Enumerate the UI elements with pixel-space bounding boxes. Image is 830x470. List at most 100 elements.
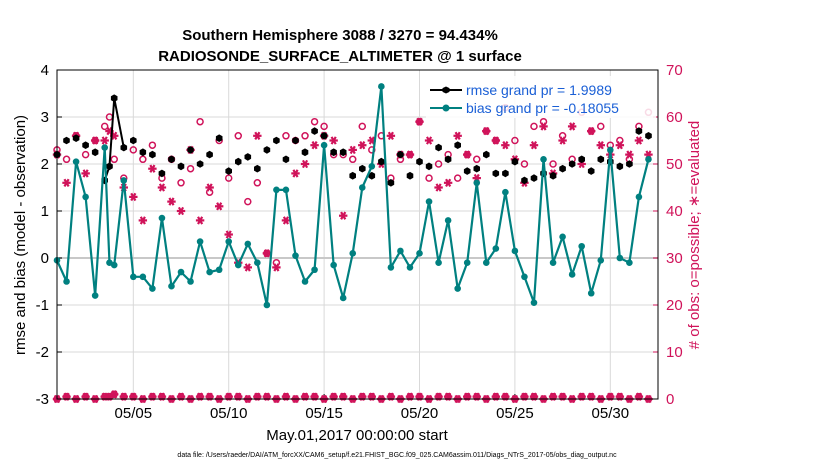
evaluated-count-marker — [138, 216, 148, 225]
possible-count-marker — [234, 132, 243, 140]
possible-count-marker — [530, 122, 538, 131]
bias-point — [301, 278, 309, 285]
bias-point — [530, 299, 538, 306]
bias-point — [635, 193, 643, 201]
bias-point — [72, 158, 80, 165]
evaluated-count-marker — [205, 183, 214, 192]
possible-count-marker — [282, 132, 290, 140]
evaluated-count-marker — [405, 150, 415, 159]
y-tick-label-right: 40 — [666, 203, 683, 220]
rmse-point — [492, 169, 500, 178]
possible-count-marker — [425, 174, 433, 182]
bias-point — [473, 179, 481, 187]
evaluated-count-marker — [338, 211, 348, 220]
x-tick-label: 05/20 — [401, 405, 439, 422]
possible-count-marker — [511, 136, 519, 145]
bias-point — [101, 144, 108, 151]
chart-subtitle: RADIOSONDE_SURFACE_ALTIMETER @ 1 surface — [158, 48, 522, 65]
evaluated-count-marker — [358, 141, 367, 150]
possible-count-marker — [320, 122, 328, 131]
x-axis: 05/05 05/10 05/15 05/20 05/25 05/30 — [115, 394, 629, 422]
rmse-point — [530, 174, 538, 182]
y-tick-label-right: 20 — [666, 297, 683, 314]
possible-count-marker — [549, 160, 557, 168]
possible-count-marker — [301, 132, 309, 140]
bias-point — [502, 188, 509, 196]
rmse-point — [397, 150, 404, 159]
possible-count-marker — [62, 155, 71, 164]
rmse-point — [444, 155, 452, 164]
bias-point — [110, 261, 118, 269]
bias-point — [63, 278, 70, 285]
evaluated-count-marker — [529, 141, 539, 150]
possible-count-marker — [139, 155, 147, 164]
y-tick-label-left: -1 — [36, 297, 49, 314]
data-file-footnote: data file: /Users/raeder/DAI/ATM_forcXX/… — [177, 452, 617, 459]
y-tick-label-right: 30 — [666, 250, 683, 267]
evaluated-count-marker — [501, 141, 510, 150]
bias-line — [55, 85, 650, 307]
rmse-point — [263, 146, 271, 154]
y-tick-label-left: 0 — [41, 250, 49, 267]
rmse-point — [378, 157, 385, 166]
rmse-point — [292, 136, 299, 145]
rmse-point — [82, 141, 89, 149]
bias-point — [378, 83, 385, 90]
bias-point — [425, 198, 433, 205]
plot-frame — [56, 69, 659, 400]
bias-point — [282, 186, 290, 194]
evaluated-count-marker — [214, 202, 224, 211]
evaluated-count-marker — [262, 249, 272, 258]
bias-point — [158, 214, 166, 222]
rmse-point — [282, 155, 290, 164]
bias-point — [435, 259, 442, 267]
rmse-point — [130, 136, 137, 145]
rmse-line-segment — [103, 98, 125, 181]
evaluated-count-marker — [300, 159, 310, 169]
bias-point — [492, 245, 500, 252]
rmse-point — [626, 160, 633, 168]
evaluated-count-marker — [634, 136, 644, 145]
rmse-point — [359, 164, 366, 173]
rmse-point — [387, 179, 395, 187]
rmse-point — [206, 150, 213, 159]
x-tick-label: 05/25 — [496, 405, 534, 422]
y-axis-label-left: rmse and bias (model - observation) — [12, 115, 29, 355]
bias-series — [53, 83, 652, 309]
rmse-point — [273, 136, 280, 145]
bias-point — [215, 266, 223, 274]
evaluated-count-marker — [224, 230, 233, 239]
evaluated-count-marker — [157, 183, 167, 192]
rmse-point — [196, 160, 204, 168]
bias-point — [358, 184, 366, 191]
bias-point — [645, 156, 652, 163]
evaluated-count-marker — [90, 136, 100, 145]
legend: rmse grand pr = 1.9989 bias grand pr = -… — [426, 76, 656, 118]
possible-count-marker — [597, 122, 605, 131]
possible-count-marker — [244, 197, 252, 206]
rmse-point — [158, 169, 166, 178]
bottom-evaluated-marker — [110, 390, 119, 399]
x-tick-label: 05/15 — [305, 405, 343, 422]
legend-box — [426, 76, 656, 118]
rmse-point — [225, 167, 232, 175]
evaluated-count-marker — [100, 136, 109, 145]
possible-count-marker — [110, 155, 118, 164]
rmse-point — [578, 155, 585, 164]
rmse-point — [559, 164, 566, 173]
bias-point — [292, 252, 299, 259]
rmse-point — [463, 167, 471, 175]
rmse-point — [568, 160, 576, 168]
rmse-point — [425, 162, 433, 171]
evaluated-count-marker — [243, 263, 252, 272]
evaluated-count-marker — [281, 216, 291, 225]
bias-point — [234, 261, 242, 269]
possible-count-marker — [224, 174, 233, 182]
bias-point — [244, 240, 252, 248]
y-axis-label-right: # of obs: o=possible; ∗=evaluated — [686, 121, 703, 350]
rmse-point — [320, 132, 328, 140]
evaluated-count-marker — [615, 141, 625, 150]
x-tick-label: 05/05 — [115, 405, 153, 422]
evaluated-count-marker — [587, 126, 596, 136]
